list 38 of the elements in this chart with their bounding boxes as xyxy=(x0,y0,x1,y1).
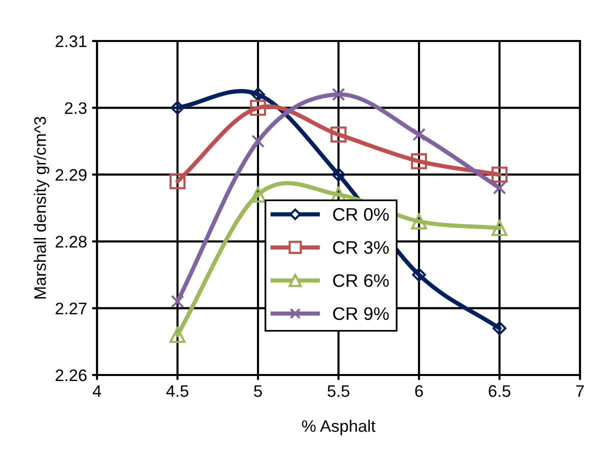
point xyxy=(332,168,346,182)
point xyxy=(250,100,266,116)
point xyxy=(411,213,427,230)
point xyxy=(251,88,265,102)
legend-label: CR 3% xyxy=(333,241,389,254)
x-tick-label: 4.5 xyxy=(166,385,188,397)
legend-label: CR 9% xyxy=(333,307,389,320)
point xyxy=(170,173,186,190)
y-tick-label: 2.28 xyxy=(56,236,87,248)
x-tick-label: 4 xyxy=(92,385,102,397)
legend-label: CR 6% xyxy=(333,274,389,287)
point xyxy=(250,186,266,203)
point xyxy=(412,128,426,142)
point xyxy=(411,153,427,170)
legend-label: CR 0% xyxy=(333,208,389,221)
point xyxy=(251,134,265,148)
x-tick-label: 6.5 xyxy=(488,385,510,397)
x-tick-label: 6 xyxy=(415,385,423,397)
point xyxy=(412,268,426,282)
y-tick-label: 2.27 xyxy=(56,302,86,314)
x-tick-label: 5.5 xyxy=(328,385,350,397)
x-tick-label: 5 xyxy=(254,385,262,397)
y-tick-label: 2.31 xyxy=(56,35,86,48)
y-tick-label: 2.3 xyxy=(64,102,87,114)
y-axis-title: Marshall density gr/cm^3 xyxy=(34,116,50,299)
point xyxy=(170,100,184,115)
x-axis-title: % Asphalt xyxy=(302,420,376,436)
point xyxy=(492,220,508,236)
y-tick-label: 2.26 xyxy=(56,369,87,382)
point xyxy=(332,88,346,102)
point xyxy=(330,126,346,143)
point xyxy=(170,326,186,343)
point xyxy=(492,166,508,183)
point xyxy=(492,321,506,336)
point xyxy=(492,181,506,195)
x-tick-label: 7 xyxy=(576,385,584,397)
y-tick-label: 2.29 xyxy=(56,169,86,181)
point xyxy=(170,294,184,308)
